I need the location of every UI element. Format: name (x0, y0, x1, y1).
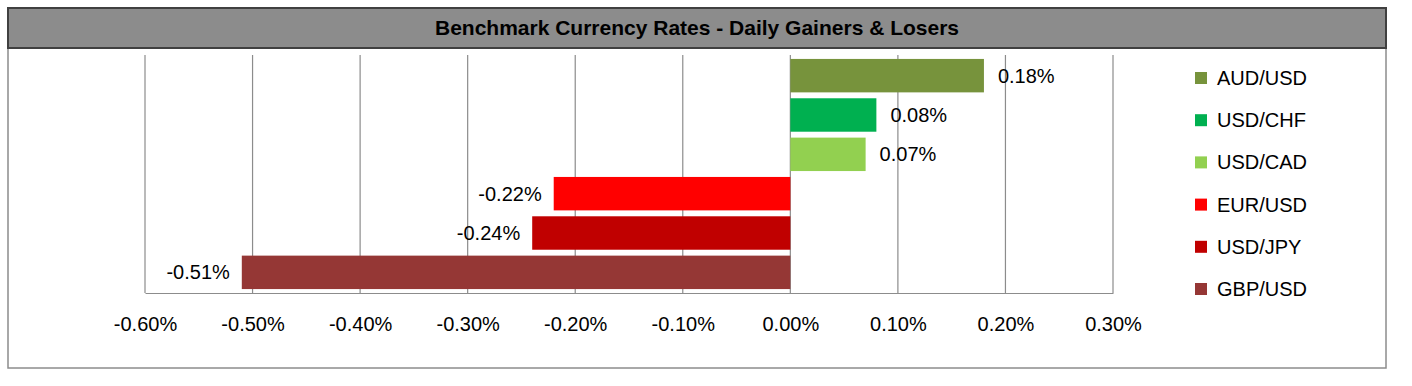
chart-frame (8, 48, 1386, 368)
legend: AUD/USD USD/CHF USD/CAD EUR/USD USD/JPY GBP/U… (1195, 67, 1307, 300)
tick-label: 0.10% (870, 313, 927, 335)
chart: Benchmark Currency Rates - Daily Gainers… (0, 0, 1412, 386)
tick: -0.30% (436, 293, 500, 335)
bar (554, 177, 791, 210)
tick: 0.20% (978, 293, 1035, 335)
tick-label: -0.30% (436, 313, 500, 335)
legend-label: USD/JPY (1217, 236, 1301, 258)
legend-swatch (1195, 241, 1207, 253)
tick-label: -0.50% (221, 313, 285, 335)
data-label: -0.22% (478, 183, 542, 205)
bar (532, 216, 790, 249)
grid-line (1005, 55, 1006, 293)
tick: 0.00% (762, 293, 819, 335)
tick-label: 0.00% (762, 313, 819, 335)
data-label: -0.24% (457, 222, 521, 244)
legend-label: USD/CHF (1217, 109, 1306, 131)
legend-label: GBP/USD (1217, 278, 1307, 300)
tick-label: 0.20% (978, 313, 1035, 335)
bar (790, 138, 865, 171)
tick: -0.60% (114, 293, 178, 335)
tick-label: -0.60% (114, 313, 178, 335)
bar (242, 256, 791, 289)
legend-swatch (1195, 283, 1207, 295)
data-label: -0.51% (166, 261, 230, 283)
tick: 0.30% (1085, 293, 1142, 335)
legend-swatch (1195, 72, 1207, 84)
tick-label: -0.10% (652, 313, 716, 335)
grid (145, 55, 1113, 293)
tick: -0.40% (329, 293, 393, 335)
title: Benchmark Currency Rates - Daily Gainers… (435, 16, 959, 39)
title-banner (8, 8, 1386, 48)
tick: -0.50% (221, 293, 285, 335)
bar (790, 98, 876, 131)
grid-line (1112, 55, 1113, 293)
bar (790, 59, 984, 92)
grid-line (144, 55, 145, 293)
tick: 0.10% (870, 293, 927, 335)
legend-label: AUD/USD (1217, 67, 1307, 89)
data-label: 0.08% (890, 104, 947, 126)
legend-label: USD/CAD (1217, 151, 1307, 173)
axis-line (146, 293, 1114, 294)
tick: -0.10% (652, 293, 716, 335)
bars (242, 59, 984, 289)
data-label: 0.07% (880, 143, 937, 165)
tick: -0.20% (544, 293, 608, 335)
data-label: 0.18% (998, 65, 1055, 87)
data-labels: 0.18% 0.08% 0.07% -0.22% -0.24% -0.51% (166, 65, 1054, 284)
legend-swatch (1195, 114, 1207, 126)
legend-swatch (1195, 199, 1207, 211)
tick-label: -0.20% (544, 313, 608, 335)
legend-label: EUR/USD (1217, 194, 1307, 216)
legend-swatch (1195, 156, 1207, 168)
x-axis: -0.60% -0.50% -0.40% -0.30% -0.20% -0.10% 0.00… (114, 293, 1142, 335)
tick-label: -0.40% (329, 313, 393, 335)
tick-label: 0.30% (1085, 313, 1142, 335)
